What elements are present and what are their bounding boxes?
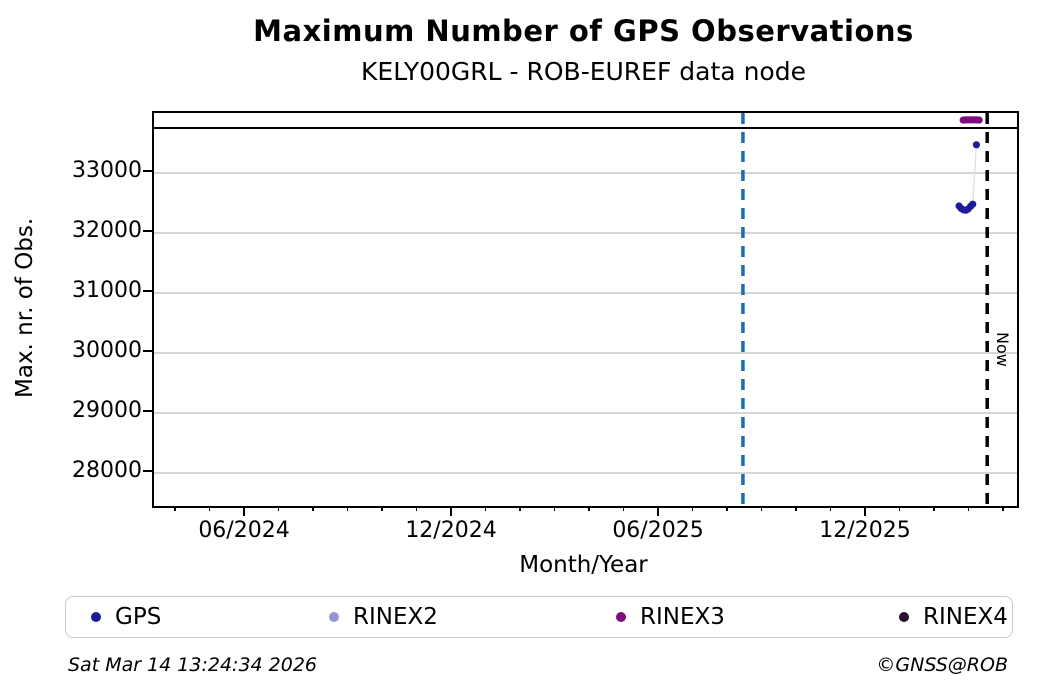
x-tick-mark-minor: [1002, 506, 1004, 511]
legend-item-rinex4: RINEX4: [899, 597, 1008, 637]
y-tick-label: 33000: [72, 158, 142, 183]
chart-title: Maximum Number of GPS Observations: [253, 14, 914, 48]
x-tick-label: 06/2024: [198, 518, 290, 543]
x-tick-mark-minor: [381, 506, 383, 511]
x-tick-mark-minor: [898, 506, 901, 511]
legend-label: RINEX4: [923, 604, 1008, 630]
x-tick-mark-minor: [795, 506, 797, 511]
x-tick-mark-minor: [174, 506, 176, 511]
x-tick-mark-minor: [933, 506, 935, 511]
x-tick-mark-major: [243, 506, 246, 516]
x-tick-mark-minor: [691, 506, 694, 511]
now-line-label: Now: [993, 332, 1013, 367]
x-tick-mark-minor: [484, 506, 487, 511]
copyright-credit: ©GNSS@ROB: [876, 654, 1008, 676]
x-tick-mark-minor: [346, 506, 349, 511]
plot-area: Now: [152, 111, 1019, 508]
y-tick-mark: [143, 410, 152, 412]
gps-point: [972, 141, 981, 149]
x-tick-mark-major: [657, 506, 660, 516]
y-tick-label: 31000: [72, 278, 142, 303]
x-tick-mark-minor: [622, 506, 625, 511]
x-tick-mark-minor: [829, 506, 832, 511]
x-tick-mark-minor: [208, 506, 211, 511]
legend: GPS RINEX2 RINEX3 RINEX4: [65, 596, 1013, 638]
x-tick-mark-minor: [967, 506, 970, 511]
legend-label: RINEX3: [640, 604, 725, 630]
x-tick-mark-minor: [277, 506, 280, 511]
x-tick-mark-minor: [519, 506, 521, 511]
gps-marker-icon: [91, 612, 101, 622]
legend-label: GPS: [115, 604, 162, 630]
y-tick-label: 32000: [72, 218, 142, 243]
x-tick-mark-major: [450, 506, 453, 516]
x-tick-mark-minor: [588, 506, 590, 511]
y-tick-mark: [143, 350, 152, 352]
x-tick-mark-minor: [726, 506, 728, 511]
y-tick-mark: [143, 230, 152, 232]
x-axis-title: Month/Year: [519, 552, 648, 578]
y-tick-label: 30000: [72, 338, 142, 363]
legend-item-gps: GPS: [91, 597, 161, 637]
y-tick-mark: [143, 290, 152, 292]
x-tick-label: 06/2025: [612, 518, 704, 543]
legend-item-rinex3: RINEX3: [616, 597, 725, 637]
y-tick-label: 28000: [72, 458, 142, 483]
y-tick-mark: [143, 170, 152, 172]
rinex2-marker-icon: [329, 612, 339, 622]
rinex4-marker-icon: [899, 612, 909, 622]
x-tick-mark-major: [864, 506, 866, 516]
legend-label: RINEX2: [353, 604, 438, 630]
x-tick-mark-minor: [312, 506, 314, 511]
plot-canvas: [154, 113, 1017, 506]
x-tick-label: 12/2025: [819, 518, 911, 543]
gps-connector-line: [958, 144, 978, 211]
gps-point: [969, 200, 977, 208]
x-tick-mark-minor: [553, 506, 556, 511]
legend-item-rinex2: RINEX2: [329, 597, 438, 637]
plot-timestamp: Sat Mar 14 13:24:34 2026: [68, 654, 318, 676]
x-tick-mark-minor: [760, 506, 763, 511]
x-tick-label: 12/2024: [405, 518, 497, 543]
x-tick-mark-minor: [415, 506, 418, 511]
y-tick-label: 29000: [72, 398, 142, 423]
rinex3-point: [975, 116, 983, 124]
y-tick-mark: [143, 470, 152, 472]
chart-subtitle: KELY00GRL - ROB-EUREF data node: [361, 57, 806, 86]
rinex3-marker-icon: [616, 612, 626, 622]
